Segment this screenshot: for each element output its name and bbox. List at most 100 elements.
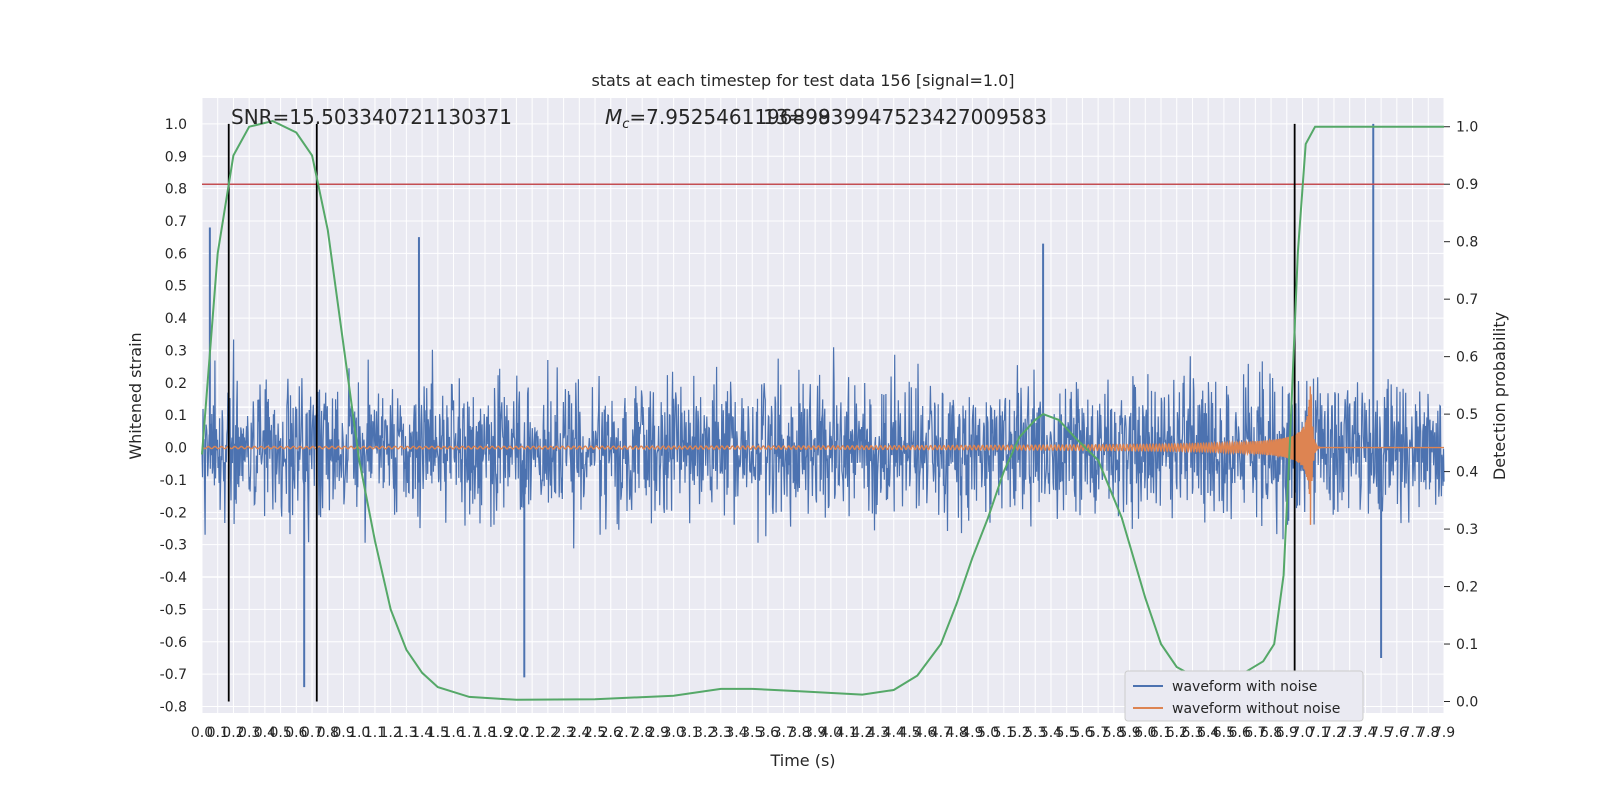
y2-tick-label: 0.8 bbox=[1456, 235, 1478, 251]
series-detection-probability bbox=[201, 119, 1444, 701]
mc-symbol: M bbox=[605, 105, 622, 129]
x-tick-label: 6.0 bbox=[1134, 725, 1156, 741]
x-tick-label: 7.0 bbox=[1291, 725, 1313, 741]
x-tick-label: 4.1 bbox=[835, 725, 857, 741]
y-tick-label: -0.3 bbox=[160, 538, 187, 554]
x-tick-label: 2.1 bbox=[521, 725, 543, 741]
y-tick-label: 0.2 bbox=[165, 376, 187, 392]
x-tick-label: 5.7 bbox=[1087, 725, 1109, 741]
x-tick-label: 0.8 bbox=[317, 725, 339, 741]
x-tick-label: 2.7 bbox=[615, 725, 637, 741]
x-tick-label: 5.4 bbox=[1040, 725, 1062, 741]
y2-tick-label: 0.7 bbox=[1456, 292, 1478, 308]
y2-tick-label: 0.2 bbox=[1456, 580, 1478, 596]
x-tick-label: 4.8 bbox=[946, 725, 968, 741]
y-tick-label: -0.2 bbox=[160, 505, 187, 521]
x-tick-label: 5.1 bbox=[993, 725, 1015, 741]
x-tick-label: 4.6 bbox=[914, 725, 936, 741]
y-tick-label: -0.7 bbox=[160, 667, 187, 683]
x-tick-label: 3.0 bbox=[663, 725, 685, 741]
y-tick-label: 0.8 bbox=[165, 182, 187, 198]
x-tick-label: 7.5 bbox=[1370, 725, 1392, 741]
x-tick-label: 3.2 bbox=[694, 725, 716, 741]
x-tick-label: 6.5 bbox=[1213, 725, 1235, 741]
x-tick-label: 6.8 bbox=[1260, 725, 1282, 741]
x-tick-label: 7.8 bbox=[1417, 725, 1439, 741]
x-tick-label: 3.3 bbox=[710, 725, 732, 741]
x-tick-label: 3.9 bbox=[804, 725, 826, 741]
x-tick-label: 1.9 bbox=[490, 725, 512, 741]
y-tick-label: 0.5 bbox=[165, 279, 187, 295]
y-tick-label: 1.0 bbox=[165, 117, 187, 133]
x-tick-label: 7.9 bbox=[1433, 725, 1455, 741]
y-tick-label: -0.5 bbox=[160, 602, 187, 618]
x-tick-label: 6.1 bbox=[1150, 725, 1172, 741]
x-tick-label: 3.6 bbox=[757, 725, 779, 741]
y2-tick-label: 0.1 bbox=[1456, 637, 1478, 653]
x-tick-label: 6.6 bbox=[1228, 725, 1250, 741]
x-tick-label: 2.0 bbox=[505, 725, 527, 741]
x-tick-label: 0.7 bbox=[301, 725, 323, 741]
x-tick-label: 1.4 bbox=[411, 725, 433, 741]
x-tick-label: 3.4 bbox=[725, 725, 747, 741]
x-tick-label: 7.3 bbox=[1339, 725, 1361, 741]
legend-label-noise: waveform with noise bbox=[1172, 679, 1317, 695]
x-tick-label: 1.6 bbox=[442, 725, 464, 741]
x-tick-label: 7.7 bbox=[1401, 725, 1423, 741]
legend-label-clean: waveform without noise bbox=[1172, 701, 1340, 717]
x-tick-label: 7.1 bbox=[1307, 725, 1329, 741]
x-tick-label: 1.2 bbox=[380, 725, 402, 741]
x-tick-label: 5.6 bbox=[1071, 725, 1093, 741]
x-tick-label: 6.7 bbox=[1244, 725, 1266, 741]
x-tick-label: 1.0 bbox=[348, 725, 370, 741]
y2-axis-label: Detection probability bbox=[1490, 312, 1509, 480]
chart-title: stats at each timestep for test data 156… bbox=[591, 71, 1014, 90]
x-tick-label: 2.9 bbox=[647, 725, 669, 741]
legend: waveform with noise waveform without noi… bbox=[1124, 670, 1364, 722]
x-tick-label: 0.1 bbox=[207, 725, 229, 741]
x-tick-label: 7.4 bbox=[1354, 725, 1376, 741]
x-tick-label: 6.4 bbox=[1197, 725, 1219, 741]
x-tick-label: 4.4 bbox=[883, 725, 905, 741]
x-tick-label: 7.6 bbox=[1386, 725, 1408, 741]
x-tick-label: 6.2 bbox=[1166, 725, 1188, 741]
x-tick-label: 2.8 bbox=[631, 725, 653, 741]
x-tick-label: 2.4 bbox=[568, 725, 590, 741]
x-tick-label: 5.2 bbox=[1008, 725, 1030, 741]
y2-tick-label: 0.0 bbox=[1456, 695, 1478, 711]
x-tick-label: 7.2 bbox=[1323, 725, 1345, 741]
y2-tick-label: 0.3 bbox=[1456, 522, 1478, 538]
x-axis-label: Time (s) bbox=[769, 751, 835, 770]
x-tick-label: 0.9 bbox=[332, 725, 354, 741]
x-tick-label: 4.5 bbox=[898, 725, 920, 741]
x-tick-label: 1.8 bbox=[474, 725, 496, 741]
y-axis-ticks: -0.8 -0.7 -0.6 -0.5 -0.4 -0.3 -0.2 -0.1 0.0 0.1 0.… bbox=[160, 117, 187, 716]
y-tick-label: -0.8 bbox=[160, 700, 187, 716]
x-tick-label: 0.3 bbox=[238, 725, 260, 741]
x-tick-label: 5.9 bbox=[1118, 725, 1140, 741]
x-tick-label: 0.4 bbox=[254, 725, 276, 741]
x-tick-label: 2.3 bbox=[552, 725, 574, 741]
x-tick-label: 2.2 bbox=[537, 725, 559, 741]
x-tick-label: 1.1 bbox=[364, 725, 386, 741]
mc-annotation: Mc=7.9525461196899 bbox=[605, 105, 831, 132]
x-tick-label: 0.2 bbox=[222, 725, 244, 741]
x-tick-label: 0.6 bbox=[285, 725, 307, 741]
y-tick-label: 0.7 bbox=[165, 214, 187, 230]
y-tick-label: 0.3 bbox=[165, 343, 187, 359]
x-tick-label: 1.7 bbox=[458, 725, 480, 741]
x-tick-label: 3.1 bbox=[678, 725, 700, 741]
x-tick-label: 5.8 bbox=[1103, 725, 1125, 741]
x-tick-label: 3.8 bbox=[788, 725, 810, 741]
y-tick-label: -0.1 bbox=[160, 473, 187, 489]
y2-tick-label: 1.0 bbox=[1456, 120, 1478, 136]
x-tick-label: 6.3 bbox=[1181, 725, 1203, 741]
mc-subscript: c bbox=[622, 117, 629, 132]
y-tick-label: 0.9 bbox=[165, 149, 187, 165]
snr-annotation: SNR=15.503340721130371 bbox=[231, 105, 512, 129]
y2-tick-label: 0.9 bbox=[1456, 177, 1478, 193]
y-tick-label: 0.6 bbox=[165, 246, 187, 262]
series-waveform-without-noise bbox=[201, 386, 1444, 525]
y-tick-label: 0.1 bbox=[165, 408, 187, 424]
